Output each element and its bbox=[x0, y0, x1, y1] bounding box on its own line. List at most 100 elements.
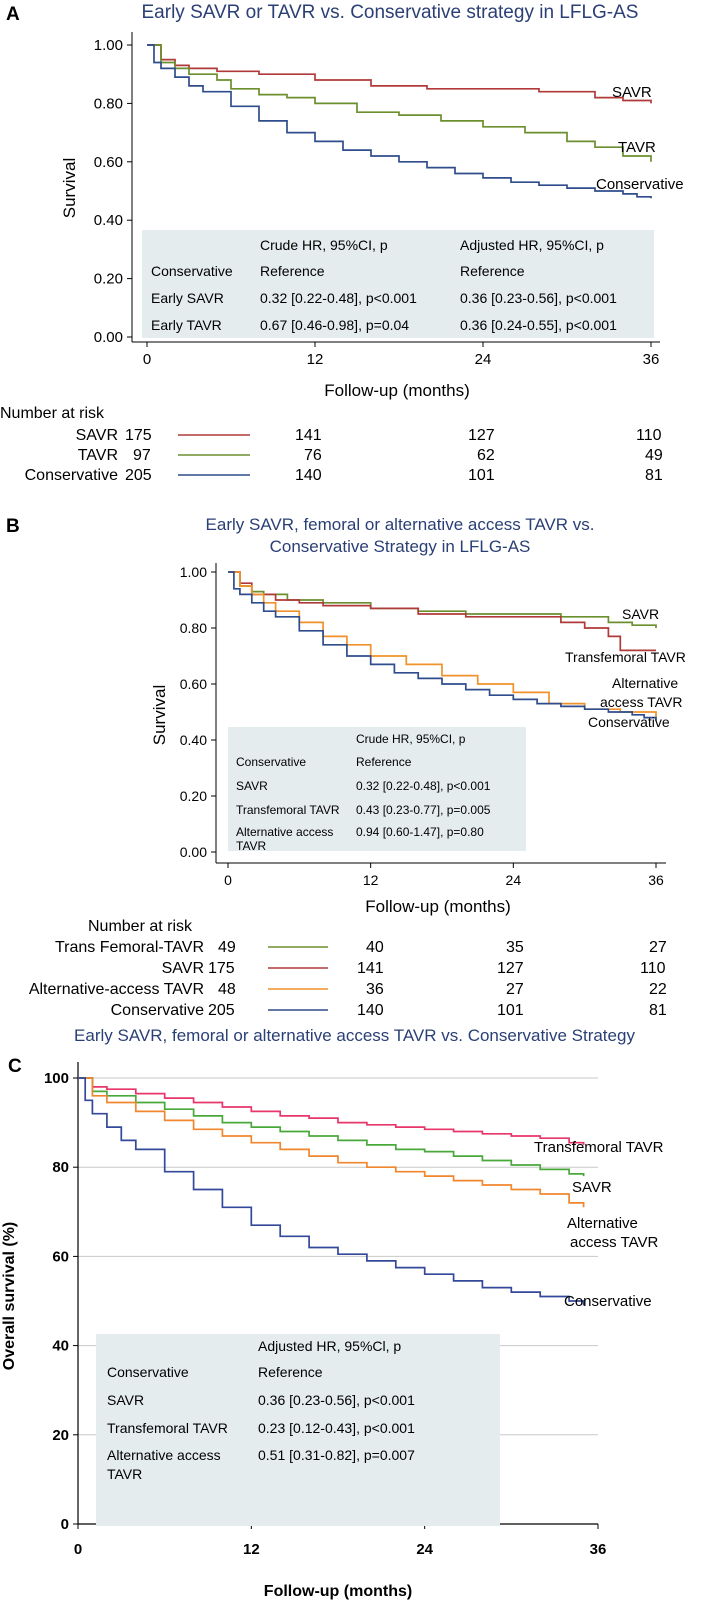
panel-a-xtick-label-12: 12 bbox=[307, 351, 324, 368]
panel-a-risk-lines bbox=[178, 434, 250, 476]
panel-b-ytick-label-0.80: 0.80 bbox=[180, 620, 207, 636]
panel-b-axes bbox=[215, 563, 666, 864]
panel-c-y-label: Overall survival (%) bbox=[1, 1222, 18, 1371]
panel-c-label-alt-line2: access TAVR bbox=[570, 1234, 659, 1251]
panel-b-label-alt-line2: access TAVR bbox=[600, 694, 682, 710]
panel-a-risk-conservative-1: 140 bbox=[295, 467, 322, 484]
panel-b-label-transfemoral: Transfemoral TAVR bbox=[565, 649, 686, 665]
panel-b-label-alt-line1: Alternative bbox=[612, 675, 678, 691]
panel-a-risk-title: Number at risk bbox=[0, 405, 105, 422]
panel-c-series-transfemoral-tavr bbox=[78, 1077, 585, 1145]
panel-a-title: Early SAVR or TAVR vs. Conservative stra… bbox=[141, 2, 639, 23]
panel-b-risk-transfemoral-0: 49 bbox=[218, 939, 236, 956]
panel-c-label-alt-line1: Alternative bbox=[567, 1215, 638, 1232]
panel-a-ytick-label-0.80: 0.80 bbox=[94, 95, 123, 112]
panel-c-hr-row-conservative-value: Reference bbox=[258, 1364, 323, 1380]
panel-a-risk-tavr-3: 49 bbox=[645, 447, 663, 464]
panel-b-risk-savr-1: 141 bbox=[357, 960, 384, 977]
panel-b-label-savr: SAVR bbox=[622, 606, 659, 622]
panel-b-risk-transfemoral-1: 40 bbox=[366, 939, 384, 956]
panel-a-risk-row-conservative-label: Conservative bbox=[24, 467, 118, 484]
panel-c-hr-header: Adjusted HR, 95%Cl, p bbox=[258, 1338, 401, 1354]
panel-a-label-conservative: Conservative bbox=[596, 176, 684, 193]
panel-a-risk-savr-3: 110 bbox=[636, 427, 662, 444]
panel-c-hr-row-conservative-label: Conservative bbox=[107, 1364, 189, 1380]
panel-c-label-transfemoral: Transfemoral TAVR bbox=[534, 1139, 664, 1156]
panel-b-hr-row-savr-value: 0.32 [0.22-0.48], p<0.001 bbox=[356, 779, 491, 793]
panel-c-xtick-label-0: 0 bbox=[74, 1541, 82, 1558]
panel-a-risk-savr-2: 127 bbox=[468, 427, 495, 444]
panel-b-hr-row-savr-label: SAVR bbox=[236, 779, 268, 793]
panel-a-hr-row-savr-label: Early SAVR bbox=[151, 290, 224, 306]
panel-b-hr-header-crude: Crude HR, 95%CI, p bbox=[356, 732, 466, 746]
panel-c-title: Early SAVR, femoral or alternative acces… bbox=[74, 1026, 635, 1045]
panel-c-xtick-label-24: 24 bbox=[416, 1541, 433, 1558]
panel-c-ytick-label-0: 0 bbox=[61, 1516, 69, 1533]
panel-b-hr-row-conservative-value: Reference bbox=[356, 755, 412, 769]
panel-a-series-conservative bbox=[147, 44, 652, 199]
panel-a-xtick-label-36: 36 bbox=[643, 351, 660, 368]
panel-b-risk-alt-1: 36 bbox=[366, 981, 384, 998]
panel-a-ytick-label-0.60: 0.60 bbox=[94, 154, 123, 171]
panel-b-xtick-label-24: 24 bbox=[506, 872, 522, 888]
panel-a-risk-row-savr-label: SAVR bbox=[75, 427, 118, 444]
panel-a-ytick-label-0.20: 0.20 bbox=[94, 271, 123, 288]
panel-a-hr-row-conservative-adjusted: Reference bbox=[460, 263, 525, 279]
panel-c-hr-row-alt-label-line2: TAVR bbox=[107, 1466, 142, 1482]
panel-a-hr-row-conservative-crude: Reference bbox=[260, 263, 325, 279]
panel-b-xtick-label-0: 0 bbox=[224, 872, 232, 888]
panel-b-xtick-label-12: 12 bbox=[363, 872, 379, 888]
panel-b-risk-alt-0: 48 bbox=[218, 981, 236, 998]
panel-b-risk-conservative-2: 101 bbox=[497, 1002, 524, 1019]
panel-b-hr-table-box bbox=[228, 727, 526, 851]
panel-a-hr-row-savr-adjusted: 0.36 [0.23-0.56], p<0.001 bbox=[460, 290, 617, 306]
panel-c-series-alternative-access-tavr bbox=[78, 1077, 585, 1208]
panel-b-risk-row-savr-label: SAVR bbox=[161, 960, 204, 977]
panel-c-ytick-label-60: 60 bbox=[52, 1248, 69, 1265]
panel-b-ytick-label-1.00: 1.00 bbox=[180, 564, 207, 580]
panel-b-risk-alt-2: 27 bbox=[506, 981, 524, 998]
panel-b-letter: B bbox=[6, 516, 20, 537]
panel-c-ytick-label-80: 80 bbox=[52, 1159, 69, 1176]
panel-b-risk-conservative-0: 205 bbox=[208, 1002, 235, 1019]
panel-c-series-savr bbox=[78, 1077, 585, 1177]
panel-b-risk-savr-3: 110 bbox=[640, 960, 666, 977]
panel-a-label-tavr: TAVR bbox=[618, 139, 656, 156]
panel-b-risk-row-transfemoral-label: Trans Femoral-TAVR bbox=[54, 939, 204, 956]
panel-b-hr-row-alt-label-line1: Alternative access bbox=[236, 825, 333, 839]
panel-b-risk-alt-3: 22 bbox=[649, 981, 667, 998]
panel-a-ytick-label-0.40: 0.40 bbox=[94, 212, 123, 229]
panel-c-hr-row-savr-value: 0.36 [0.23-0.56], p<0.001 bbox=[258, 1392, 415, 1408]
panel-b-title-line1: Early SAVR, femoral or alternative acces… bbox=[205, 515, 595, 534]
panel-a-hr-header-adjusted: Adjusted HR, 95%CI, p bbox=[460, 237, 604, 253]
panel-c-ytick-label-20: 20 bbox=[52, 1427, 69, 1444]
panel-b-risk-row-alt-label: Alternative-access TAVR bbox=[28, 981, 204, 998]
panel-c-ytick-label-40: 40 bbox=[52, 1338, 69, 1355]
panel-a-hr-row-tavr-adjusted: 0.36 [0.24-0.55], p<0.001 bbox=[460, 317, 617, 333]
panel-a-ytick-label-1.00: 1.00 bbox=[94, 37, 123, 54]
panel-a-hr-row-conservative-label: Conservative bbox=[151, 263, 233, 279]
panel-a-axes bbox=[131, 32, 660, 343]
panel-b-ytick-label-0.20: 0.20 bbox=[180, 788, 207, 804]
panel-c-x-label: Follow-up (months) bbox=[264, 1583, 412, 1600]
panel-a-ytick-label-0.00: 0.00 bbox=[94, 329, 123, 346]
panel-a-hr-header-crude: Crude HR, 95%CI, p bbox=[260, 237, 388, 253]
panel-b-ytick-label-0.00: 0.00 bbox=[180, 844, 207, 860]
panel-c-ytick-label-100: 100 bbox=[44, 1070, 69, 1087]
panel-c-hr-row-alt-value: 0.51 [0.31-0.82], p=0.007 bbox=[258, 1447, 415, 1463]
panel-a-hr-row-tavr-crude: 0.67 [0.46-0.98], p=0.04 bbox=[260, 317, 409, 333]
panel-a-hr-row-savr-crude: 0.32 [0.22-0.48], p<0.001 bbox=[260, 290, 417, 306]
panel-b-hr-row-transfemoral-label: Transfemoral TAVR bbox=[236, 803, 340, 817]
panel-b-risk-transfemoral-3: 27 bbox=[649, 939, 667, 956]
panel-a-risk-savr-0: 175 bbox=[125, 427, 152, 444]
panel-b-risk-transfemoral-2: 35 bbox=[506, 939, 524, 956]
panel-b-series-conservative bbox=[228, 571, 657, 721]
panel-b-hr-row-transfemoral-value: 0.43 [0.23-0.77], p=0.005 bbox=[356, 803, 491, 817]
panel-b-risk-lines bbox=[268, 946, 328, 1011]
panel-a-risk-savr-1: 141 bbox=[295, 427, 322, 444]
panel-c-series-conservative bbox=[78, 1077, 585, 1306]
panel-a-series-savr bbox=[147, 44, 652, 104]
panel-b-ytick-label-0.40: 0.40 bbox=[180, 732, 207, 748]
panel-a-risk-row-tavr-label: TAVR bbox=[77, 447, 118, 464]
panel-b-hr-row-alt-label-line2: TAVR bbox=[236, 839, 267, 853]
